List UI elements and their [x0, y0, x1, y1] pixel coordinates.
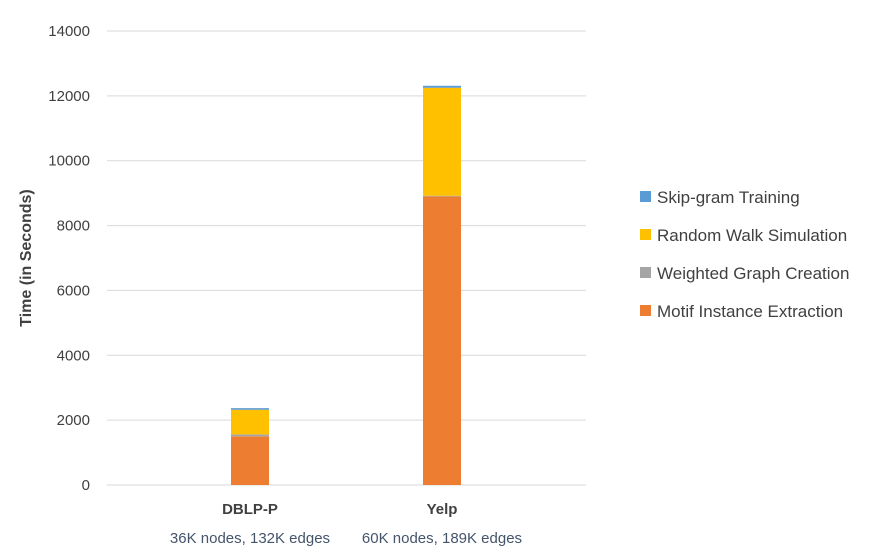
legend-label-random-walk-simulation: Random Walk Simulation	[657, 226, 847, 245]
y-tick-label-8000: 8000	[57, 218, 90, 235]
legend-swatch-skip-gram-training	[640, 191, 651, 202]
gridlines	[107, 30, 586, 486]
y-tick-label-12000: 12000	[48, 88, 90, 105]
y-tick-label-6000: 6000	[57, 282, 90, 299]
bars	[231, 85, 461, 485]
legend-label-weighted-graph-creation: Weighted Graph Creation	[657, 264, 849, 283]
y-tick-label-2000: 2000	[57, 412, 90, 429]
y-axis-tick-labels: 0 2000 4000 6000 8000 10000 12000 14000	[48, 23, 90, 494]
bar-segment-dblp-p-weighted-graph-creation	[231, 434, 269, 437]
x-category-label: Yelp	[427, 501, 458, 518]
legend-label-skip-gram-training: Skip-gram Training	[657, 188, 800, 207]
bar-segment-yelp-random-walk-simulation	[423, 87, 461, 196]
y-tick-label-10000: 10000	[48, 153, 90, 170]
legend-swatch-motif-instance-extraction	[640, 305, 651, 316]
y-tick-label-0: 0	[82, 477, 90, 494]
y-tick-label-4000: 4000	[57, 347, 90, 364]
x-axis-category-labels: DBLP-P 36K nodes, 132K edges Yelp 60K nodes…	[170, 501, 522, 547]
legend: Skip-gram Training Random Walk Simulation…	[640, 188, 849, 321]
bar-segment-yelp-motif-instance-extraction	[423, 196, 461, 485]
bar-segment-dblp-p-random-walk-simulation	[231, 409, 269, 435]
legend-label-motif-instance-extraction: Motif Instance Extraction	[657, 302, 843, 321]
bar-segment-dblp-p-motif-instance-extraction	[231, 436, 269, 485]
y-tick-label-14000: 14000	[48, 23, 90, 40]
bar-segment-yelp-weighted-graph-creation	[423, 195, 461, 197]
legend-swatch-weighted-graph-creation	[640, 267, 651, 278]
x-category-label: DBLP-P	[222, 501, 278, 518]
bar-segment-dblp-p-skip-gram-training	[231, 408, 269, 410]
bar-segment-yelp-skip-gram-training	[423, 85, 461, 88]
legend-swatch-random-walk-simulation	[640, 229, 651, 240]
y-axis-title: Time (in Seconds)	[18, 189, 35, 327]
x-category-sublabel: 36K nodes, 132K edges	[170, 530, 330, 547]
x-category-sublabel: 60K nodes, 189K edges	[362, 530, 522, 547]
